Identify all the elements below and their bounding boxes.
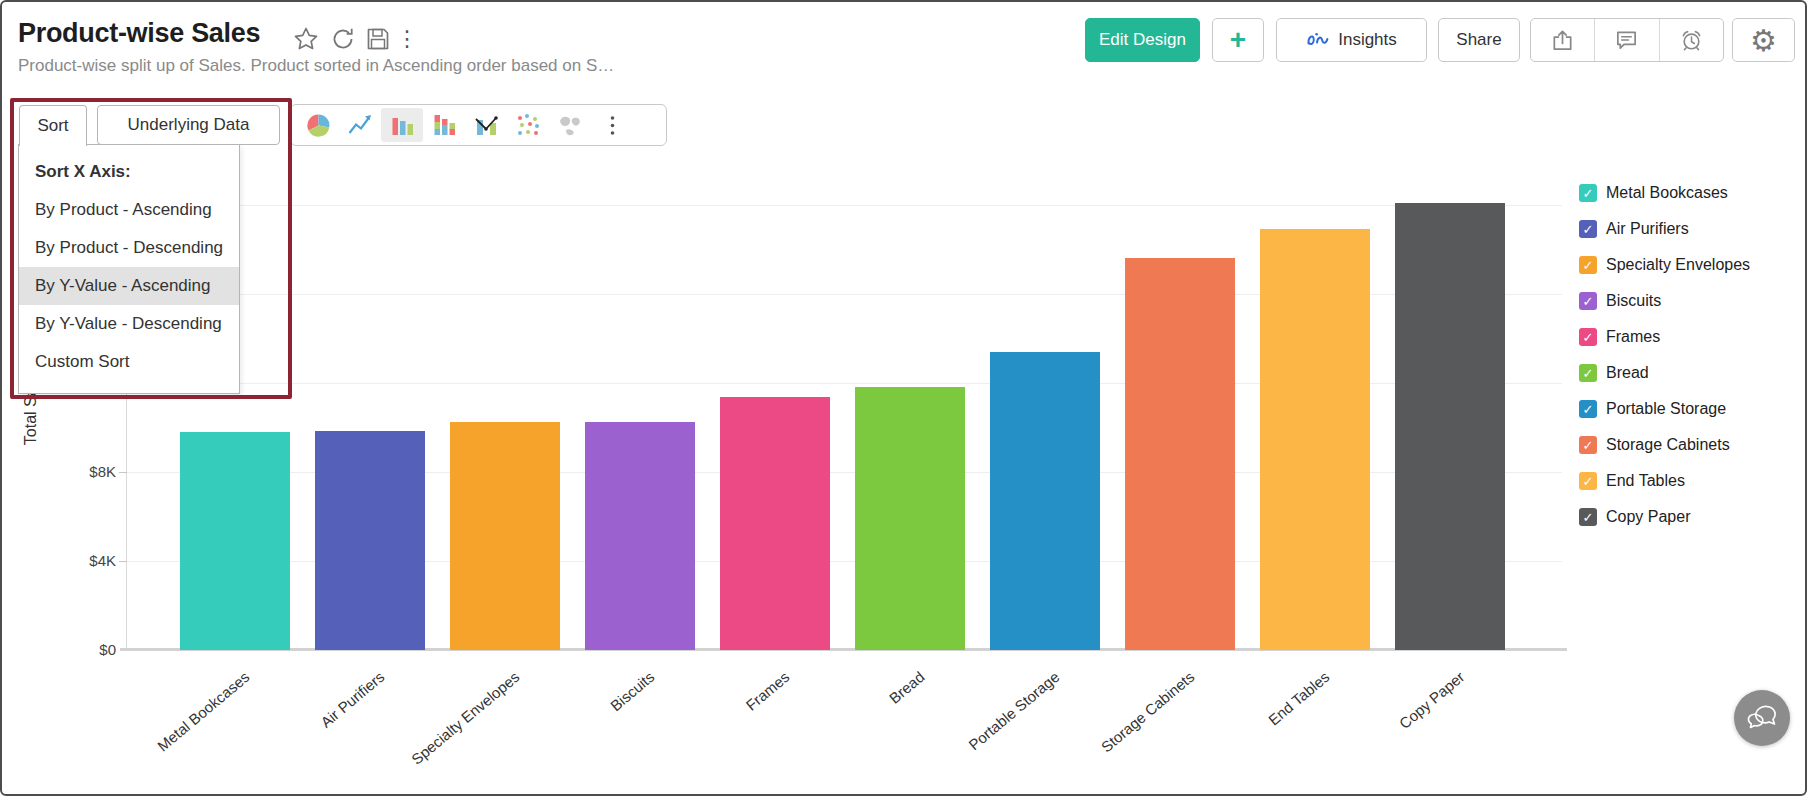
bar-portable-storage[interactable]: [990, 352, 1100, 650]
legend-label: Frames: [1606, 328, 1660, 346]
combo-chart-icon[interactable]: [465, 108, 507, 142]
bar-bread[interactable]: [855, 387, 965, 650]
insights-button-label: Insights: [1338, 30, 1397, 50]
x-axis-label: Biscuits: [493, 668, 657, 796]
more-chart-types-icon[interactable]: [591, 108, 633, 142]
legend-checkbox-icon[interactable]: ✓: [1579, 184, 1597, 202]
legend-label: End Tables: [1606, 472, 1685, 490]
chart-legend: ✓ Metal Bookcases ✓ Air Purifiers ✓ Specialty…: [1579, 175, 1750, 535]
stacked-bar-chart-icon[interactable]: [423, 108, 465, 142]
sort-menu-header: Sort X Axis:: [19, 153, 239, 191]
legend-item[interactable]: ✓ Portable Storage: [1579, 391, 1750, 427]
legend-label: Air Purifiers: [1606, 220, 1689, 238]
bar-specialty-envelopes[interactable]: [450, 422, 560, 650]
more-options-icon[interactable]: ⋮: [396, 26, 412, 52]
tab-sort[interactable]: Sort: [19, 105, 87, 146]
legend-item[interactable]: ✓ Metal Bookcases: [1579, 175, 1750, 211]
x-axis-label: Bread: [763, 668, 927, 796]
legend-checkbox-icon[interactable]: ✓: [1579, 256, 1597, 274]
sort-menu-item[interactable]: By Y-Value - Descending: [19, 305, 239, 343]
pie-chart-icon[interactable]: [297, 108, 339, 142]
x-axis-label: Air Purifiers: [223, 668, 387, 796]
x-axis-label: Specialty Envelopes: [358, 668, 522, 796]
export-icon[interactable]: [1531, 19, 1595, 61]
y-tick-label: $8K: [42, 463, 116, 480]
sort-menu-item[interactable]: By Product - Descending: [19, 229, 239, 267]
support-chat-button[interactable]: [1734, 690, 1790, 746]
legend-checkbox-icon[interactable]: ✓: [1579, 220, 1597, 238]
bar-biscuits[interactable]: [585, 422, 695, 650]
header-icon-group: [1530, 18, 1724, 62]
save-icon[interactable]: [365, 26, 391, 52]
bar-end-tables[interactable]: [1260, 229, 1370, 650]
legend-label: Bread: [1606, 364, 1649, 382]
x-axis-label: End Tables: [1168, 668, 1332, 796]
tab-underlying-data[interactable]: Underlying Data: [97, 105, 280, 145]
x-axis-label: Copy Paper: [1303, 668, 1467, 796]
analytics-report-window: Product-wise Sales ⋮ Product-wise split …: [0, 0, 1807, 796]
sort-menu-item[interactable]: By Y-Value - Ascending: [19, 267, 239, 305]
legend-item[interactable]: ✓ Bread: [1579, 355, 1750, 391]
alert-clock-icon[interactable]: [1660, 19, 1723, 61]
legend-item[interactable]: ✓ Storage Cabinets: [1579, 427, 1750, 463]
legend-label: Portable Storage: [1606, 400, 1726, 418]
line-chart-icon[interactable]: [339, 108, 381, 142]
bar-air-purifiers[interactable]: [315, 431, 425, 650]
y-tick-mark: [119, 561, 127, 562]
legend-checkbox-icon[interactable]: ✓: [1579, 328, 1597, 346]
comment-icon[interactable]: [1595, 19, 1659, 61]
legend-item[interactable]: ✓ Frames: [1579, 319, 1750, 355]
y-tick-label: $0: [42, 641, 116, 658]
x-axis-label: Storage Cabinets: [1033, 668, 1197, 796]
page-title: Product-wise Sales: [18, 18, 260, 49]
refresh-icon[interactable]: [330, 26, 356, 52]
legend-label: Biscuits: [1606, 292, 1661, 310]
legend-item[interactable]: ✓ Biscuits: [1579, 283, 1750, 319]
sort-menu-item[interactable]: By Product - Ascending: [19, 191, 239, 229]
share-button[interactable]: Share: [1438, 18, 1520, 62]
legend-label: Metal Bookcases: [1606, 184, 1728, 202]
sort-dropdown-menu: Sort X Axis:By Product - AscendingBy Pro…: [18, 144, 240, 394]
legend-label: Copy Paper: [1606, 508, 1691, 526]
x-axis-label: Metal Bookcases: [88, 668, 252, 796]
legend-checkbox-icon[interactable]: ✓: [1579, 292, 1597, 310]
bar-metal-bookcases[interactable]: [180, 432, 290, 650]
legend-checkbox-icon[interactable]: ✓: [1579, 472, 1597, 490]
insights-button[interactable]: Insights: [1276, 18, 1427, 62]
legend-checkbox-icon[interactable]: ✓: [1579, 508, 1597, 526]
legend-item[interactable]: ✓ End Tables: [1579, 463, 1750, 499]
page-subtitle: Product-wise split up of Sales. Product …: [18, 56, 614, 76]
gridline: [127, 205, 1562, 206]
y-tick-label: $4K: [42, 552, 116, 569]
chat-bubbles-icon: [1746, 704, 1778, 732]
bar-chart-icon[interactable]: [381, 108, 423, 142]
legend-item[interactable]: ✓ Air Purifiers: [1579, 211, 1750, 247]
legend-checkbox-icon[interactable]: ✓: [1579, 400, 1597, 418]
sort-menu-item[interactable]: Custom Sort: [19, 343, 239, 381]
legend-label: Specialty Envelopes: [1606, 256, 1750, 274]
chart-type-toolbar: [290, 104, 667, 146]
bar-storage-cabinets[interactable]: [1125, 258, 1235, 650]
favorite-star-icon[interactable]: [293, 26, 319, 52]
tab-underlying-data-label: Underlying Data: [128, 115, 250, 135]
zia-insights-icon: [1306, 29, 1330, 51]
legend-checkbox-icon[interactable]: ✓: [1579, 364, 1597, 382]
x-axis-label: Portable Storage: [898, 668, 1062, 796]
x-axis-label: Frames: [628, 668, 792, 796]
legend-item[interactable]: ✓ Specialty Envelopes: [1579, 247, 1750, 283]
settings-gear-icon[interactable]: ⚙: [1732, 18, 1795, 62]
legend-item[interactable]: ✓ Copy Paper: [1579, 499, 1750, 535]
y-tick-mark: [119, 472, 127, 473]
bar-copy-paper[interactable]: [1395, 203, 1505, 650]
bar-frames[interactable]: [720, 397, 830, 650]
tab-sort-label: Sort: [37, 116, 68, 136]
edit-design-button[interactable]: Edit Design: [1085, 18, 1200, 62]
legend-label: Storage Cabinets: [1606, 436, 1730, 454]
add-button[interactable]: +: [1212, 18, 1264, 62]
map-chart-icon[interactable]: [549, 108, 591, 142]
scatter-chart-icon[interactable]: [507, 108, 549, 142]
legend-checkbox-icon[interactable]: ✓: [1579, 436, 1597, 454]
